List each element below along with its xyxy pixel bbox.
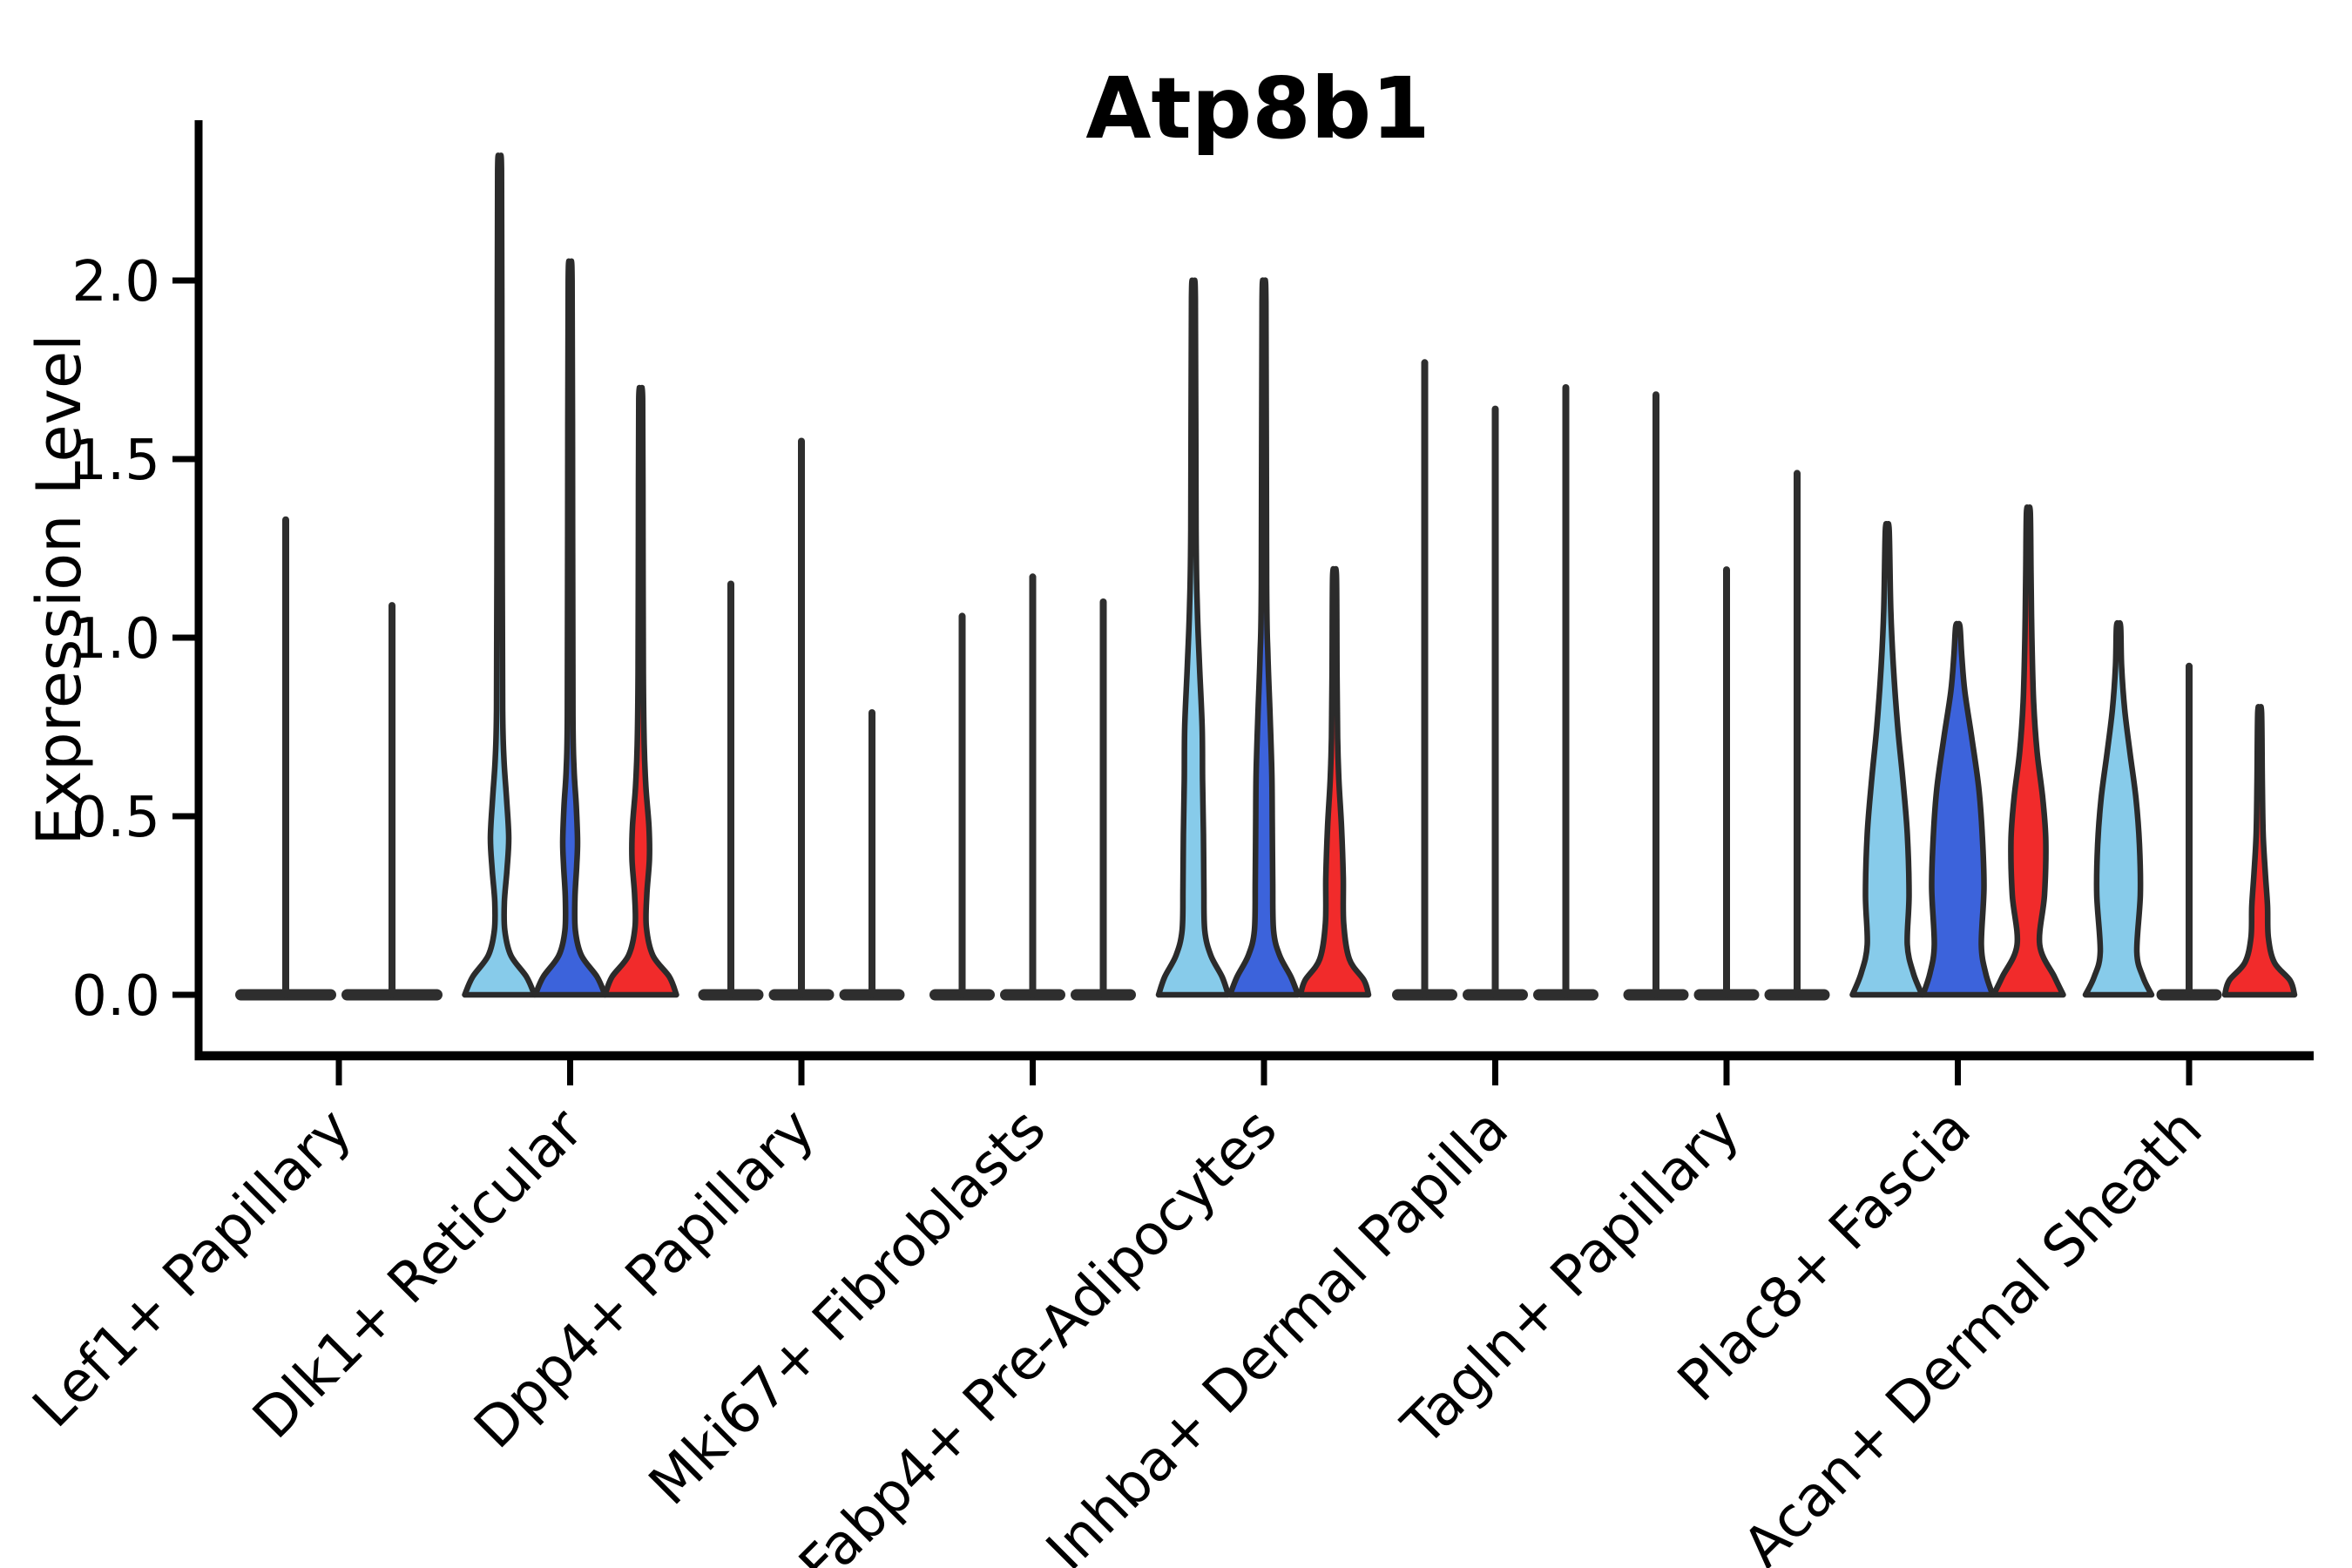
violin-body-skyblue	[1849, 520, 1925, 998]
plot-title: Atp8b1	[1085, 59, 1429, 158]
violin-series	[235, 152, 2298, 1001]
violin-body-red	[1990, 504, 2066, 998]
violin-body-skyblue	[462, 152, 537, 998]
violin-body-skyblue	[2082, 619, 2155, 998]
x-tick-label: Acan+ Dermal Sheath	[1732, 1097, 2215, 1568]
x-tick-label: Mki67+ Fibroblasts	[638, 1097, 1058, 1517]
y-tick-label: 0.0	[71, 964, 160, 1029]
violin-body-skyblue	[1155, 277, 1232, 998]
y-tick-label: 1.0	[71, 607, 160, 672]
violin-body-blue	[1227, 277, 1301, 998]
violin-body-blue	[532, 258, 608, 998]
y-tick-label: 2.0	[71, 250, 160, 314]
x-tick-label: Inhba+ Dermal Papilla	[1035, 1097, 1521, 1568]
y-tick-label: 1.5	[71, 429, 160, 493]
violin-body-blue	[1920, 620, 1996, 998]
violin-body-red	[602, 384, 679, 998]
y-axis-label: Expression Level	[24, 334, 95, 845]
violin-body-red	[2221, 703, 2298, 998]
violin-body-red	[1297, 565, 1372, 998]
y-tick-label: 0.5	[71, 786, 160, 850]
